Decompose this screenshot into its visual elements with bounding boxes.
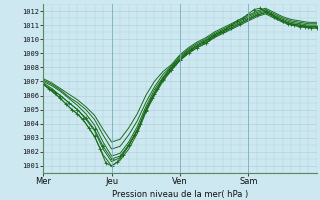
- X-axis label: Pression niveau de la mer( hPa ): Pression niveau de la mer( hPa ): [112, 190, 248, 199]
